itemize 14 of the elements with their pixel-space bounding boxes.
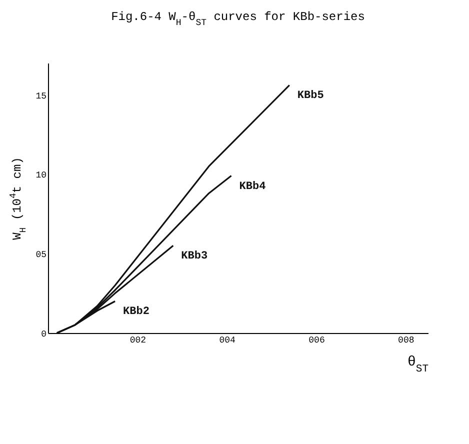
series-label: KBb4 xyxy=(239,180,266,193)
series-label: KBb5 xyxy=(297,90,324,102)
x-tick-label: 002 xyxy=(130,336,146,346)
x-tick-label: 006 xyxy=(308,336,325,346)
series-label: KBb2 xyxy=(123,306,150,318)
y-tick-label: 15 xyxy=(36,91,46,102)
series-label: KBb3 xyxy=(181,250,208,263)
x-axis-title: θ$_{ST}$ xyxy=(407,354,428,376)
x-tick-label: 008 xyxy=(398,336,414,346)
y-tick-label: 10 xyxy=(36,170,46,181)
x-tick-label: 004 xyxy=(219,336,236,346)
chart-title: Fig.6-4 W$_{H}$-θ$_{ST}$ curves for KBb-series xyxy=(111,10,365,28)
y-tick-label: 0 xyxy=(41,330,46,340)
y-tick-label: 05 xyxy=(36,250,46,260)
